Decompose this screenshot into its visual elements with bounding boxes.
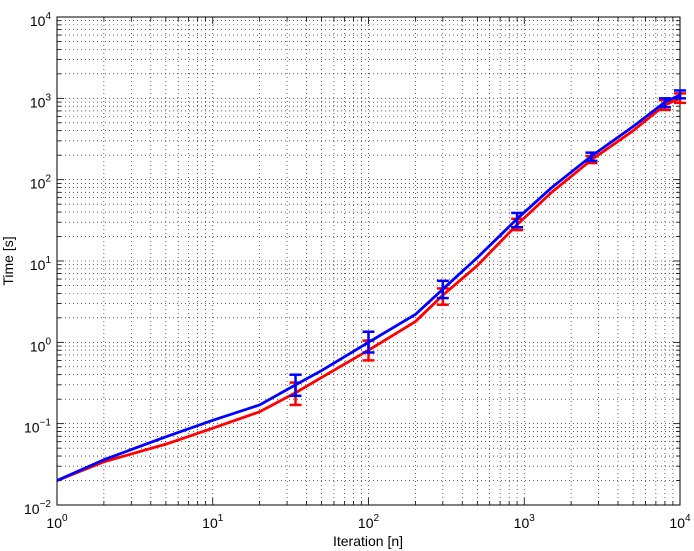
tick-exponent: 3 <box>529 513 535 524</box>
tick-exponent: 4 <box>685 513 691 524</box>
tick-base: 10 <box>30 13 46 29</box>
tick-label: 103 <box>30 92 52 110</box>
plot-frame <box>56 16 681 506</box>
tick-exponent: 1 <box>218 513 224 524</box>
tick-exponent: −2 <box>40 499 52 510</box>
tick-label: 102 <box>358 513 380 531</box>
tick-exponent: −1 <box>40 418 52 429</box>
tick-exponent: 0 <box>45 336 51 347</box>
tick-base: 10 <box>46 515 62 531</box>
error-bar <box>585 151 598 163</box>
x-axis-label: Iteration [n] <box>333 533 403 549</box>
tick-base: 10 <box>514 515 530 531</box>
tick-exponent: 2 <box>45 174 51 185</box>
tick-label: 10−2 <box>24 499 51 517</box>
tick-label: 104 <box>30 11 52 29</box>
tick-label: 102 <box>30 174 52 192</box>
tick-base: 10 <box>24 501 40 517</box>
tick-label: 104 <box>669 513 691 531</box>
tick-base: 10 <box>358 515 374 531</box>
tick-label: 101 <box>30 255 52 273</box>
tick-label: 100 <box>30 336 52 354</box>
y-axis-label: Time [s] <box>0 236 16 285</box>
tick-base: 10 <box>30 338 46 354</box>
tick-label: 103 <box>514 513 536 531</box>
tick-base: 10 <box>24 420 40 436</box>
tick-label: 10−1 <box>24 418 51 436</box>
tick-label: 100 <box>46 513 68 531</box>
tick-label: 101 <box>202 513 224 531</box>
tick-exponent: 3 <box>45 92 51 103</box>
tick-base: 10 <box>30 176 46 192</box>
tick-base: 10 <box>30 94 46 110</box>
error-bar <box>658 97 671 109</box>
tick-exponent: 2 <box>374 513 380 524</box>
series-line <box>56 97 681 482</box>
tick-exponent: 0 <box>62 513 68 524</box>
error-bar <box>511 211 524 229</box>
tick-exponent: 4 <box>45 11 51 22</box>
tick-base: 10 <box>202 515 218 531</box>
tick-exponent: 1 <box>45 255 51 266</box>
tick-base: 10 <box>30 257 46 273</box>
error-bar <box>674 89 686 100</box>
error-bar <box>289 373 302 398</box>
error-bar <box>362 330 375 354</box>
error-bar <box>436 279 449 300</box>
tick-base: 10 <box>669 515 685 531</box>
series-line <box>56 93 681 482</box>
